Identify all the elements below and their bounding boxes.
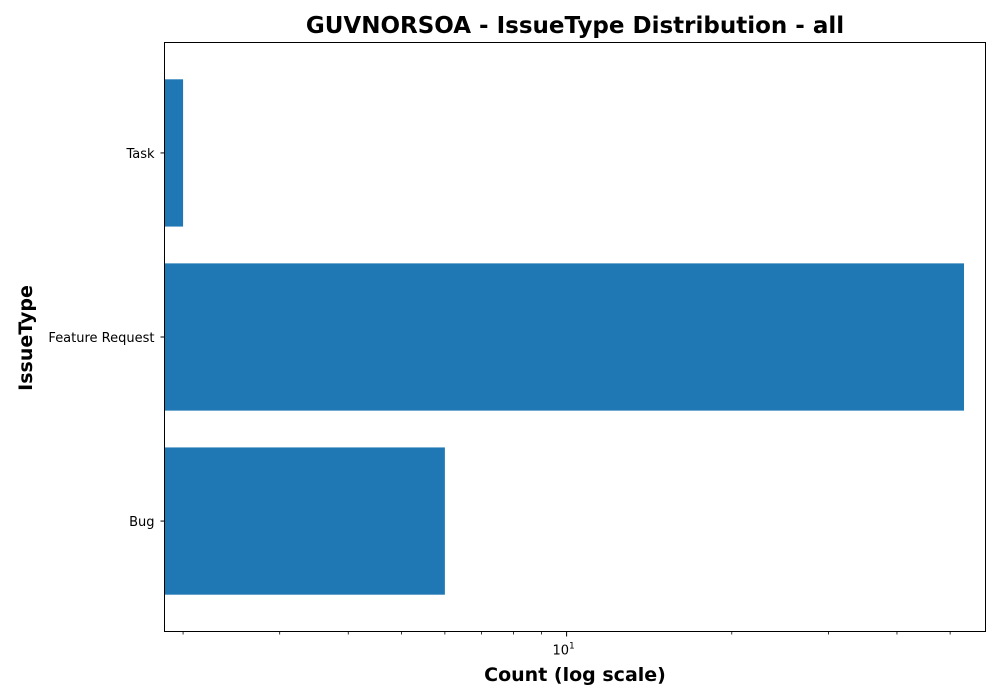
- y-axis-label: IssueType: [15, 285, 37, 391]
- y-tick-label-bug: Bug: [129, 515, 154, 530]
- x-axis-ticks: 101: [182, 631, 951, 659]
- y-axis-ticks: Bug Feature Request Task: [48, 147, 165, 530]
- x-tick-label: 101: [552, 642, 574, 659]
- bar-bug: [164, 447, 445, 595]
- chart-title: GUVNORSOA - IssueType Distribution - all: [306, 13, 844, 39]
- plot-frame: [164, 42, 986, 632]
- y-tick-label-task: Task: [125, 147, 155, 162]
- y-tick-label-feature-request: Feature Request: [48, 331, 154, 346]
- bars-group: [164, 79, 965, 595]
- bar-feature-request: [164, 263, 965, 411]
- bar-task: [164, 79, 184, 227]
- x-axis-label: Count (log scale): [484, 664, 666, 686]
